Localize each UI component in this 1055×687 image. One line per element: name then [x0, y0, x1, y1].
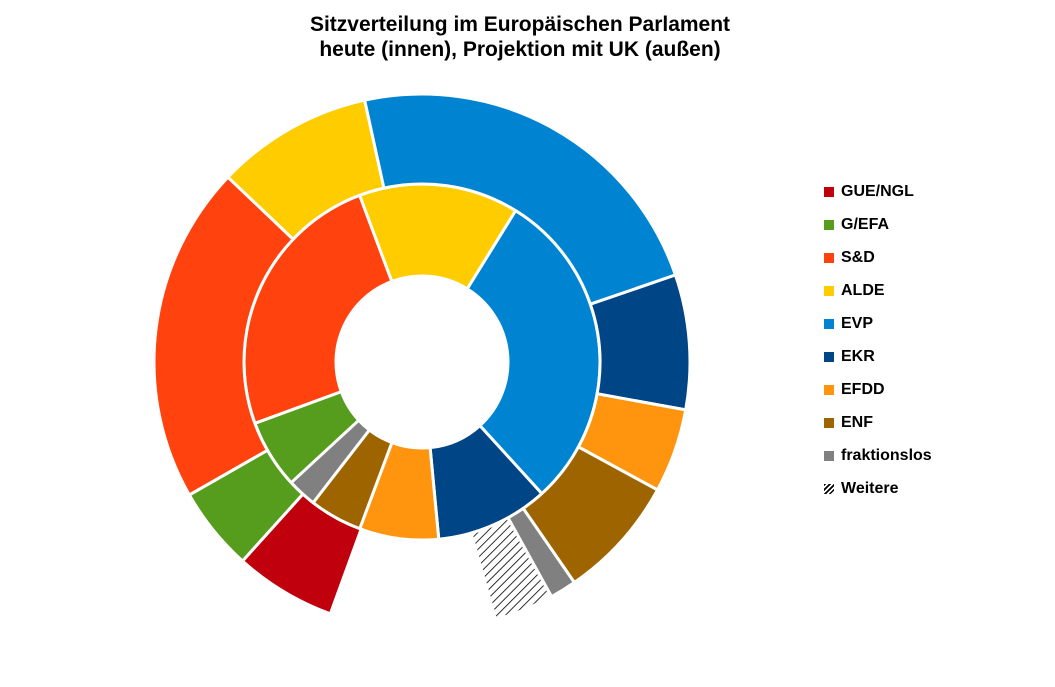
outer-ring: [152, 92, 692, 622]
legend-label: Weitere: [841, 479, 899, 497]
legend-label: G/EFA: [841, 215, 890, 233]
legend-label: EKR: [841, 347, 875, 365]
legend-item-s-d: S&D: [824, 241, 1024, 274]
legend-item-gue-ngl: GUE/NGL: [824, 175, 1024, 208]
legend-label: ALDE: [841, 281, 885, 299]
legend-item-fraktionslos: fraktionslos: [824, 439, 1024, 472]
legend: GUE/NGL G/EFA S&D ALDE EVP EKR EFDD ENF fraktion…: [824, 175, 1024, 505]
legend-label: GUE/NGL: [841, 182, 914, 200]
legend-item-weitere: Weitere: [824, 472, 1024, 505]
legend-swatch: [824, 285, 834, 296]
chart-title-line-1: Sitzverteilung im Europäischen Parlament: [309, 13, 731, 36]
outer-slice-weitere: [469, 515, 554, 622]
legend-label: ENF: [841, 413, 873, 431]
legend-swatch: [824, 219, 834, 230]
legend-swatch: [824, 450, 834, 461]
legend-item-alde: ALDE: [824, 274, 1024, 307]
legend-label: EFDD: [841, 380, 885, 398]
legend-label: fraktionslos: [841, 446, 932, 464]
legend-item-efdd: EFDD: [824, 373, 1024, 406]
legend-swatch: [824, 351, 834, 362]
legend-item-evp: EVP: [824, 307, 1024, 340]
legend-swatch: [824, 318, 834, 329]
legend-label: EVP: [841, 314, 874, 332]
outer-slice-s-d: [152, 175, 296, 497]
legend-item-g-efa: G/EFA: [824, 208, 1024, 241]
legend-swatch: [824, 186, 834, 197]
inner-ring: [242, 182, 602, 542]
legend-swatch: [824, 483, 834, 494]
legend-swatch: [824, 252, 834, 263]
legend-item-ekr: EKR: [824, 340, 1024, 373]
legend-item-enf: ENF: [824, 406, 1024, 439]
outer-slice-evp: [362, 92, 678, 307]
legend-label: S&D: [841, 248, 875, 266]
chart-title: Sitzverteilung im Europäischen Parlament…: [0, 12, 1040, 62]
legend-swatch: [824, 417, 834, 428]
chart-title-line-2: heute (innen), Projektion mit UK (außen): [319, 38, 721, 61]
legend-swatch: [824, 384, 834, 395]
